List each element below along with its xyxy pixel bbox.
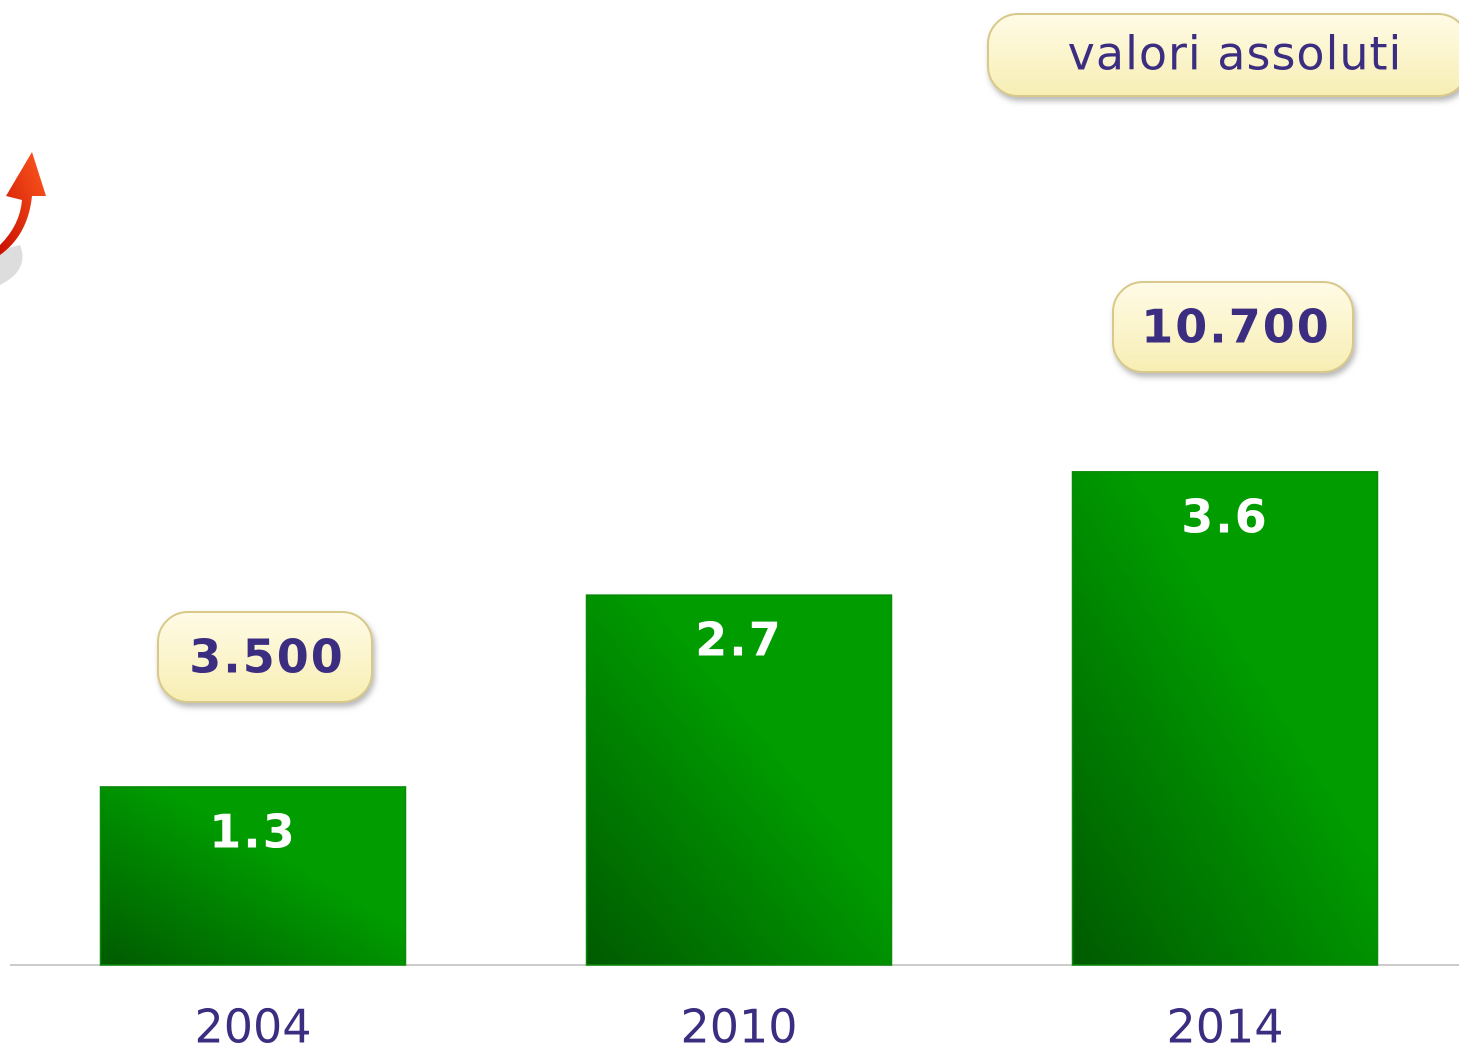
value-label: 1.3 <box>209 804 297 858</box>
value-label: 3.6 <box>1181 489 1269 543</box>
arrow-icon <box>0 152 46 285</box>
x-tick-label: 2010 <box>680 1000 797 1053</box>
annotation: valori assoluti <box>987 13 1459 97</box>
annotation-box <box>1112 281 1354 373</box>
annotation-text: 10.700 <box>1141 300 1331 354</box>
value-label: 2.7 <box>695 613 783 667</box>
x-tick-label: 2004 <box>194 1000 311 1053</box>
bar <box>1071 471 1379 966</box>
annotation-text: valori assoluti <box>1068 27 1403 81</box>
annotation-text: 3.500 <box>189 630 345 684</box>
x-tick-label: 2014 <box>1166 1000 1283 1053</box>
annotation-box <box>987 13 1459 97</box>
bar <box>585 594 893 966</box>
bar <box>99 786 407 966</box>
annotation: 10.700 <box>1112 281 1354 373</box>
annotation-box <box>157 611 373 703</box>
annotation: 3.500 <box>157 611 373 703</box>
